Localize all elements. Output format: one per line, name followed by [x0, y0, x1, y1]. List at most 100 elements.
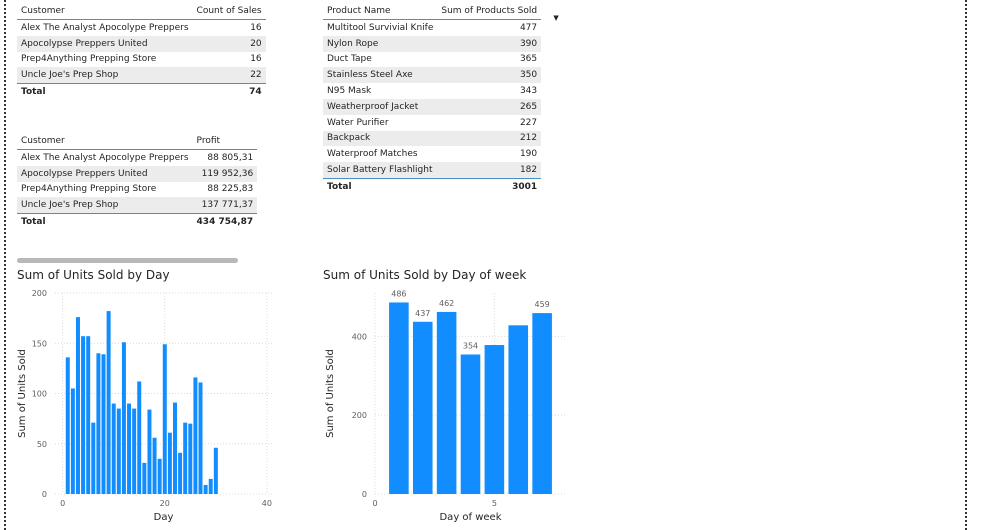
cell-customer: Apocolypse Preppers United — [17, 35, 193, 52]
chart-units-by-day-of-week[interactable]: 0 200 400 0 5 486 437 462 354 459 Day of week Sum o… — [300, 268, 600, 530]
y-axis-title: Sum of Units Sold — [17, 349, 28, 438]
column-header-customer[interactable]: Customer — [21, 136, 65, 146]
table-row[interactable]: Water Purifier 227 — [323, 115, 541, 131]
bar — [81, 336, 86, 494]
canvas-border-left — [4, 0, 6, 530]
table-row[interactable]: Waterproof Matches 190 — [323, 146, 541, 162]
bar — [208, 478, 213, 494]
y-tick-label: 150 — [32, 339, 47, 348]
bar — [116, 408, 121, 494]
bar — [172, 402, 177, 494]
table-row[interactable]: Duct Tape 365 — [323, 52, 541, 68]
total-value: 434 754,87 — [192, 213, 258, 231]
table-header-row: Product Name Sum of Products Sold ▼ — [323, 3, 559, 22]
cell-customer: Alex The Analyst Apocolype Preppers — [21, 152, 189, 163]
cell-customer: Prep4Anything Prepping Store — [21, 54, 157, 65]
products-table[interactable]: Product Name Sum of Products Sold ▼ Mult… — [323, 3, 559, 195]
total-value: 74 — [192, 83, 266, 101]
cell-sold: 350 — [437, 67, 542, 84]
table-row[interactable]: Prep4Anything Prepping Store 88 225,83 — [17, 182, 257, 198]
cell-customer: Alex The Analyst Apocolype Preppers — [21, 22, 189, 33]
cell-product: Multitool Survivial Knife — [327, 22, 434, 33]
bar — [127, 403, 132, 494]
sales-table[interactable]: Customer Count of Sales Alex The Analyst… — [17, 3, 266, 101]
cell-sold: 343 — [519, 86, 538, 97]
column-header-customer[interactable]: Customer — [21, 6, 65, 16]
profit-table[interactable]: Customer Profit Alex The Analyst Apocoly… — [17, 133, 258, 231]
bar — [106, 311, 111, 494]
column-header-profit[interactable]: Profit — [196, 136, 221, 146]
y-tick-label: 400 — [352, 332, 367, 341]
total-label: Total — [17, 213, 193, 231]
table-row[interactable]: Multitool Survivial Knife 477 — [323, 20, 541, 36]
table-row[interactable]: Stainless Steel Axe 350 — [323, 67, 542, 84]
bar — [183, 422, 188, 494]
cell-customer: Uncle Joe's Prep Shop — [17, 197, 193, 214]
table-row[interactable]: Apocolypse Preppers United 20 — [17, 35, 266, 52]
bar — [111, 403, 116, 494]
cell-product: Solar Battery Flashlight — [323, 162, 438, 179]
table-row[interactable]: Uncle Joe's Prep Shop 137 771,37 — [17, 197, 258, 214]
table-row[interactable]: Weatherproof Jacket 265 — [323, 98, 542, 115]
column-header-sum-of-products-sold[interactable]: Sum of Products Sold ▼ — [437, 3, 558, 22]
bar — [137, 381, 142, 494]
table-row[interactable]: Uncle Joe's Prep Shop 22 — [17, 67, 266, 84]
bar — [101, 354, 106, 494]
bar — [484, 345, 505, 494]
x-tick-label: 20 — [160, 499, 170, 508]
table-row[interactable]: Alex The Analyst Apocolype Preppers 88 80… — [17, 150, 257, 166]
table-row[interactable]: Backpack 212 — [323, 130, 542, 147]
total-row: Total 434 754,87 — [17, 213, 258, 231]
cell-sold: 365 — [519, 54, 538, 65]
cell-sold: 477 — [519, 22, 538, 33]
cell-count: 16 — [250, 22, 262, 33]
table-row[interactable]: Solar Battery Flashlight 182 — [323, 162, 542, 179]
bar — [532, 313, 552, 494]
column-header-count-of-sales[interactable]: Count of Sales — [196, 6, 262, 16]
total-label: Total — [323, 177, 438, 195]
bar — [508, 325, 529, 494]
total-row: Total 74 — [17, 83, 266, 101]
y-tick-label: 100 — [32, 390, 47, 399]
canvas-border-right — [965, 0, 967, 530]
column-header-label: Sum of Products Sold — [441, 6, 538, 16]
y-tick-label: 50 — [37, 440, 47, 449]
horizontal-scrollbar[interactable] — [17, 258, 238, 263]
cell-sold: 227 — [519, 117, 538, 128]
cell-profit: 88 805,31 — [207, 152, 254, 163]
bar — [460, 354, 481, 494]
y-tick-label: 0 — [362, 490, 367, 499]
column-header-product-name[interactable]: Product Name — [327, 6, 391, 16]
chart-title-units-by-day: Sum of Units Sold by Day — [17, 268, 170, 282]
table-row[interactable]: Nylon Rope 390 — [323, 35, 542, 52]
sort-descending-icon[interactable]: ▼ — [553, 14, 559, 22]
chart-units-by-day[interactable]: 0 50 100 150 200 0 20 40 Day Sum of Units Sold — [0, 268, 290, 530]
cell-customer: Prep4Anything Prepping Store — [21, 184, 157, 195]
bar — [389, 302, 409, 494]
bar — [132, 408, 137, 494]
table-row[interactable]: Prep4Anything Prepping Store 16 — [17, 52, 266, 68]
bar — [203, 484, 208, 494]
table-row[interactable]: N95 Mask 343 — [323, 83, 541, 99]
y-tick-label: 200 — [352, 411, 367, 420]
y-tick-label: 200 — [32, 289, 47, 298]
table-row[interactable]: Alex The Analyst Apocolype Preppers 16 — [17, 20, 266, 36]
bar — [436, 311, 457, 494]
cell-product: Backpack — [323, 130, 438, 147]
y-tick-label: 0 — [42, 490, 47, 499]
table-row[interactable]: Apocolypse Preppers United 119 952,36 — [17, 165, 258, 182]
chart-title-units-by-day-of-week: Sum of Units Sold by Day of week — [323, 268, 527, 282]
cell-product: Stainless Steel Axe — [323, 67, 438, 84]
cell-product: Duct Tape — [327, 54, 372, 65]
data-label: 354 — [463, 341, 478, 350]
bar — [86, 336, 91, 494]
data-label: 437 — [415, 309, 430, 318]
x-tick-label: 0 — [60, 499, 65, 508]
x-tick-label: 5 — [492, 499, 497, 508]
bar — [167, 432, 172, 494]
bar — [193, 377, 198, 494]
bar — [142, 462, 147, 494]
cell-product: Waterproof Matches — [327, 149, 418, 160]
bar — [198, 382, 203, 494]
